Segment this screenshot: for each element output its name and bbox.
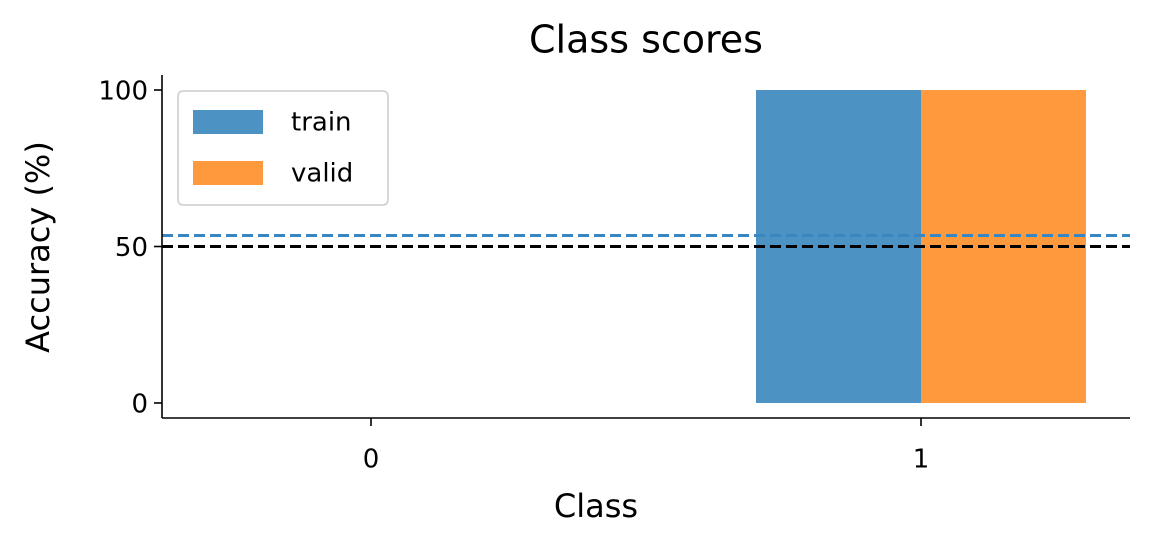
y-axis-label: Accuracy (%) — [19, 141, 57, 353]
chart-title: Class scores — [529, 18, 763, 62]
legend-swatch — [193, 161, 263, 185]
y-tick-label: 0 — [131, 389, 148, 419]
x-tick-label: 1 — [913, 445, 930, 475]
x-tick-label: 0 — [363, 445, 380, 475]
legend-label: valid — [291, 159, 353, 189]
legend-label: train — [291, 108, 352, 138]
legend-swatch — [193, 110, 263, 134]
y-tick-label: 100 — [98, 77, 148, 107]
legend-box — [177, 90, 389, 206]
x-axis-label: Class — [554, 487, 638, 525]
y-tick-label: 50 — [115, 233, 148, 263]
